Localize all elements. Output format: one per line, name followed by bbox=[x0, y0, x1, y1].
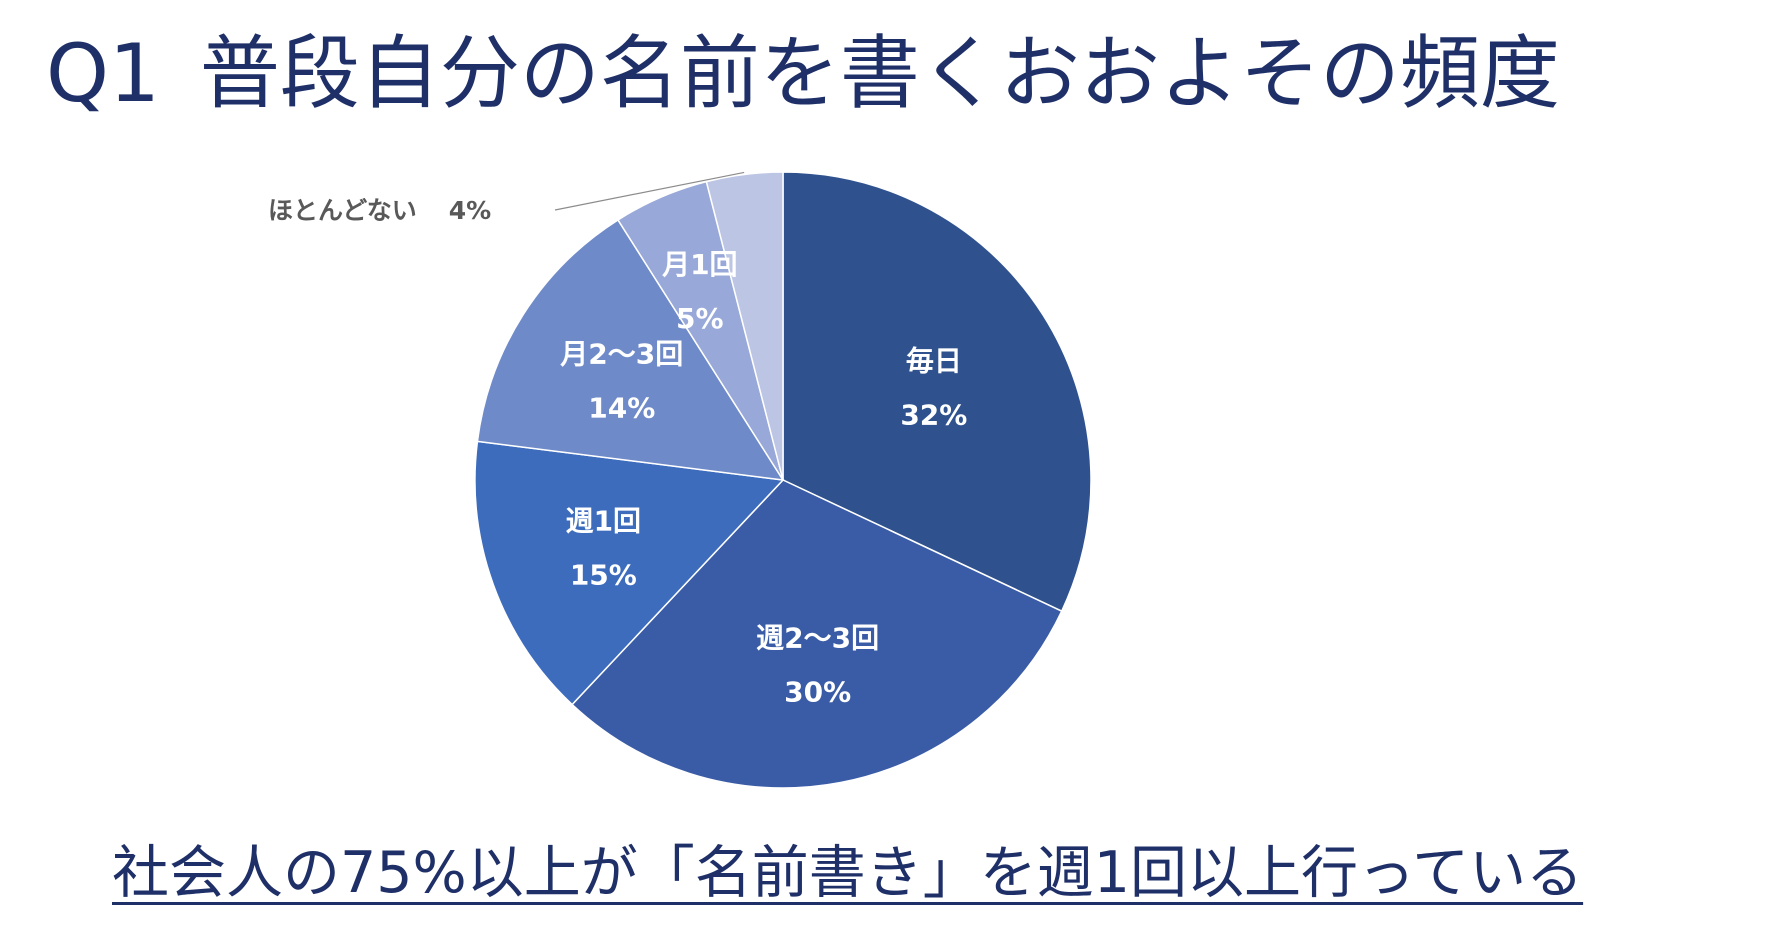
pie-slices bbox=[474, 171, 1092, 789]
conclusion-text: 社会人の75%以上が「名前書き」を週1回以上行っている bbox=[112, 840, 1584, 906]
pie-slice bbox=[474, 440, 785, 706]
slice-category-label: 月2〜3回 bbox=[559, 338, 683, 371]
outside-value-label: 4% bbox=[449, 196, 491, 225]
question-number: Q1 bbox=[46, 27, 160, 120]
slice-category-label: 月1回 bbox=[661, 248, 737, 281]
pie-labels: 毎日 32% 週2〜3回 30% 週1回 15% 月2〜3回 14% 月1回 5% ほとんどない 4% bbox=[268, 171, 967, 709]
slice-category-label: 毎日 bbox=[906, 344, 962, 377]
slice-value-label: 14% bbox=[588, 392, 655, 425]
question-title: 普段自分の名前を書くおおよその頻度 bbox=[199, 27, 1560, 120]
slide-title: Q1 普段自分の名前を書くおおよその頻度 bbox=[46, 28, 1560, 120]
pie-slice bbox=[782, 171, 1092, 613]
outside-slice-label: ほとんどない 4% bbox=[268, 196, 491, 225]
pie-slice bbox=[571, 479, 1063, 789]
pie-slice bbox=[476, 218, 785, 481]
slice-value-label: 5% bbox=[676, 302, 724, 335]
slice-category-label: 週1回 bbox=[566, 505, 641, 538]
slice-value-label: 30% bbox=[784, 676, 851, 709]
slice-value-label: 15% bbox=[570, 559, 637, 592]
outside-category-label: ほとんどない bbox=[268, 196, 417, 225]
pie-slice bbox=[705, 171, 784, 481]
leader-line bbox=[554, 171, 745, 211]
slice-value-label: 32% bbox=[900, 398, 967, 431]
slice-category-label: 週2〜3回 bbox=[756, 622, 879, 655]
